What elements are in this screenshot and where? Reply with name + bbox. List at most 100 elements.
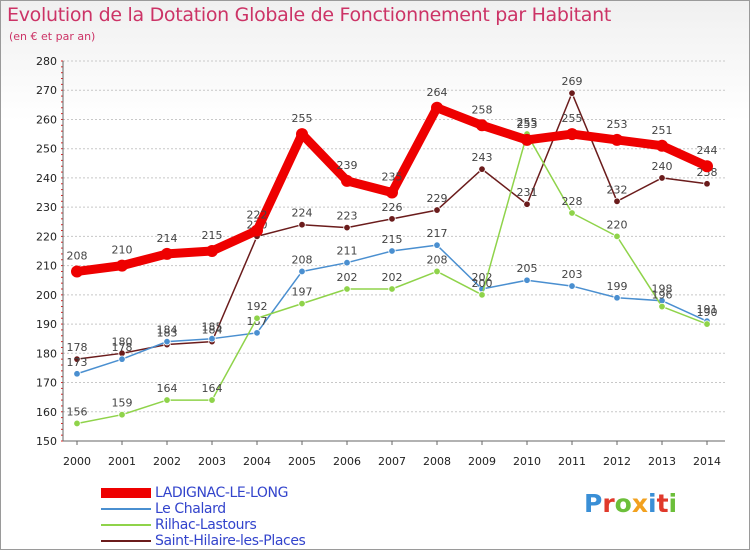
data-point <box>73 355 81 363</box>
data-point <box>431 101 443 114</box>
data-point <box>566 128 578 141</box>
legend-label: LADIGNAC-LE-LONG <box>155 485 289 501</box>
y-tick-label: 250 <box>36 143 57 156</box>
data-point <box>118 355 126 363</box>
data-label: 255 <box>292 112 313 125</box>
y-tick-label: 170 <box>36 377 57 390</box>
data-label: 231 <box>517 186 538 199</box>
legend-swatch <box>101 508 151 510</box>
chart-subtitle: (en € et par an) <box>9 30 96 43</box>
data-point <box>116 259 128 272</box>
data-point <box>386 186 398 199</box>
data-label: 223 <box>337 210 358 223</box>
data-label: 243 <box>472 151 493 164</box>
data-label: 253 <box>607 118 628 131</box>
data-label: 180 <box>112 335 133 348</box>
data-label: 232 <box>607 183 628 196</box>
data-point <box>478 165 486 173</box>
data-point <box>613 294 621 302</box>
legend-swatch <box>101 524 151 526</box>
x-tick-label: 2012 <box>603 455 631 468</box>
data-label: 198 <box>652 283 673 296</box>
data-label: 215 <box>202 229 223 242</box>
data-point <box>298 299 306 308</box>
data-point <box>208 396 216 404</box>
data-point <box>163 337 171 346</box>
x-tick-label: 2007 <box>378 455 406 468</box>
data-point <box>523 276 531 284</box>
data-label: 178 <box>67 341 88 354</box>
data-label: 222 <box>247 209 268 222</box>
data-label: 264 <box>427 86 448 99</box>
data-point <box>73 419 81 428</box>
logo-letter: i <box>668 489 678 518</box>
x-tick-label: 2010 <box>513 455 541 468</box>
data-point <box>388 215 396 223</box>
y-tick-label: 200 <box>36 289 57 302</box>
x-tick-label: 2013 <box>648 455 676 468</box>
data-label: 210 <box>112 244 133 257</box>
data-point <box>343 258 351 267</box>
data-label: 208 <box>67 249 88 262</box>
data-label: 269 <box>562 75 583 88</box>
data-label: 224 <box>292 207 313 220</box>
y-tick-label: 190 <box>36 318 57 331</box>
data-label: 202 <box>337 271 358 284</box>
legend-label: Saint-Hilaire-les-Places <box>155 533 306 549</box>
legend-label: Le Chalard <box>155 501 226 517</box>
data-label: 215 <box>382 233 403 246</box>
data-label: 203 <box>562 268 583 281</box>
data-label: 258 <box>472 103 493 116</box>
logo-letter: t <box>656 489 669 518</box>
x-tick-label: 2002 <box>153 455 181 468</box>
y-tick-label: 220 <box>36 230 57 243</box>
data-point <box>341 174 353 187</box>
data-label: 240 <box>652 160 673 173</box>
data-point <box>208 334 216 343</box>
data-point <box>298 267 306 276</box>
data-point <box>298 220 306 229</box>
x-tick-label: 2011 <box>558 455 586 468</box>
x-tick-label: 2001 <box>108 455 136 468</box>
series-line <box>76 244 708 375</box>
data-point <box>73 370 81 378</box>
data-point <box>388 285 396 293</box>
data-point <box>701 160 713 173</box>
data-point <box>568 89 576 97</box>
data-label: 228 <box>562 195 583 208</box>
y-tick-label: 240 <box>36 172 57 185</box>
x-tick-label: 2003 <box>198 455 226 468</box>
data-point <box>613 232 621 241</box>
data-point <box>703 320 711 328</box>
data-label: 178 <box>112 341 133 354</box>
y-tick-label: 160 <box>36 406 57 419</box>
data-label: 199 <box>607 280 628 293</box>
logo-letter: r <box>602 489 615 518</box>
data-point <box>251 224 263 237</box>
data-point <box>253 314 261 322</box>
x-tick-label: 2005 <box>288 455 316 468</box>
data-label: 197 <box>292 286 313 299</box>
x-tick-label: 2009 <box>468 455 496 468</box>
data-label: 173 <box>67 356 88 369</box>
data-label: 202 <box>382 271 403 284</box>
data-point <box>703 180 711 188</box>
data-label: 192 <box>247 300 268 313</box>
data-point <box>568 282 576 290</box>
chart-title: Evolution de la Dotation Globale de Fonc… <box>7 4 612 26</box>
y-tick-label: 210 <box>36 260 57 273</box>
data-point <box>523 200 531 208</box>
y-tick-label: 150 <box>36 435 57 448</box>
logo-letter: x <box>631 489 648 518</box>
logo-letter: i <box>648 489 657 518</box>
data-label: 191 <box>697 303 718 316</box>
data-label: 244 <box>697 144 718 157</box>
data-label: 208 <box>427 253 448 266</box>
data-label: 255 <box>562 112 583 125</box>
data-point <box>433 206 441 214</box>
y-tick-label: 280 <box>36 55 57 68</box>
data-label: 235 <box>382 171 403 184</box>
data-label: 183 <box>157 327 178 340</box>
